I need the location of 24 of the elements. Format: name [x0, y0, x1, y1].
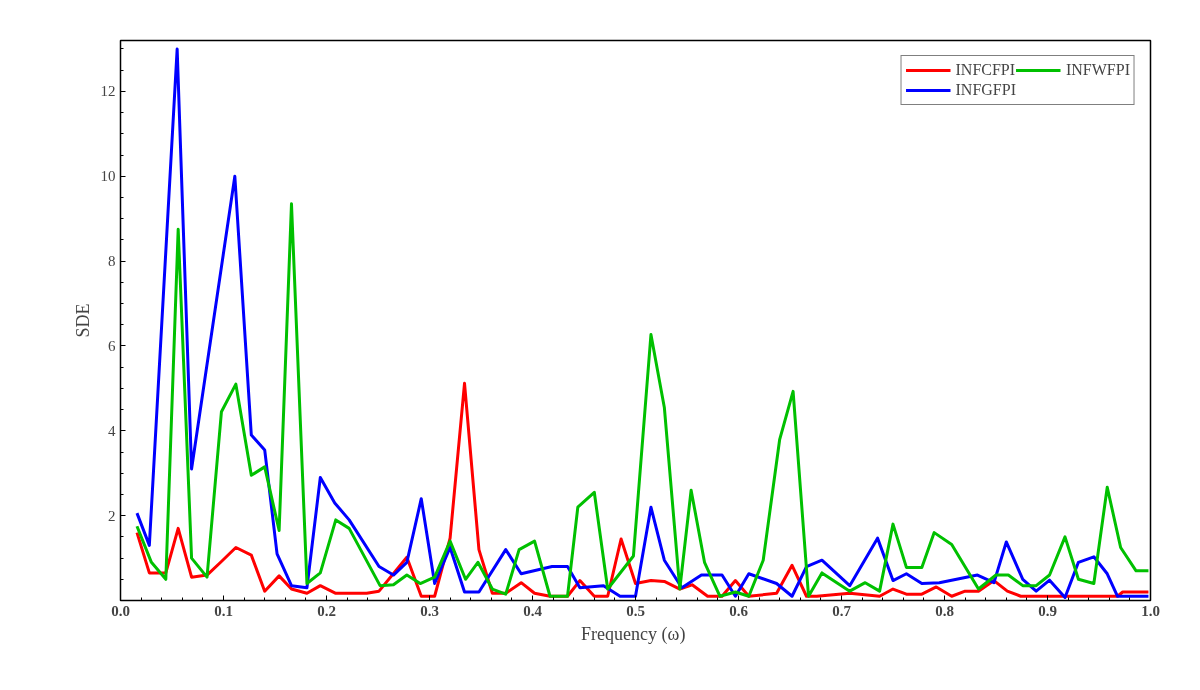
x-tick-label: 0.7: [832, 602, 852, 619]
legend-label: INFGFPI: [955, 81, 1016, 99]
x-tick-label: 0.1: [214, 602, 233, 619]
x-tick-label: 0.4: [523, 602, 543, 619]
legend-label: INFWFPI: [1065, 61, 1130, 79]
x-tick-label: 0.3: [420, 602, 439, 619]
line-series: [135, 202, 1150, 598]
x-tick-label: 0.2: [317, 602, 336, 619]
x-tick-label: 0.8: [935, 602, 954, 619]
x-axis-title: Frequency (ω): [581, 623, 686, 645]
x-tick-label: 1.0: [1141, 602, 1160, 619]
y-axis-title: SDE: [72, 303, 93, 338]
x-tick-label: 0.0: [111, 602, 130, 619]
y-tick-label: 12: [100, 83, 116, 100]
legend-label: INFCFPI: [955, 61, 1016, 79]
y-tick-label: 8: [108, 253, 116, 270]
y-tick-label: 10: [100, 168, 116, 185]
x-tick-label: 0.9: [1038, 602, 1057, 619]
line-series: [135, 47, 1150, 600]
y-tick-label: 4: [108, 422, 116, 439]
x-tick-label: 0.6: [729, 602, 749, 619]
y-tick-label: 6: [108, 337, 116, 354]
y-tick-label: 2: [108, 507, 116, 524]
x-tick-label: 0.5: [626, 602, 645, 619]
